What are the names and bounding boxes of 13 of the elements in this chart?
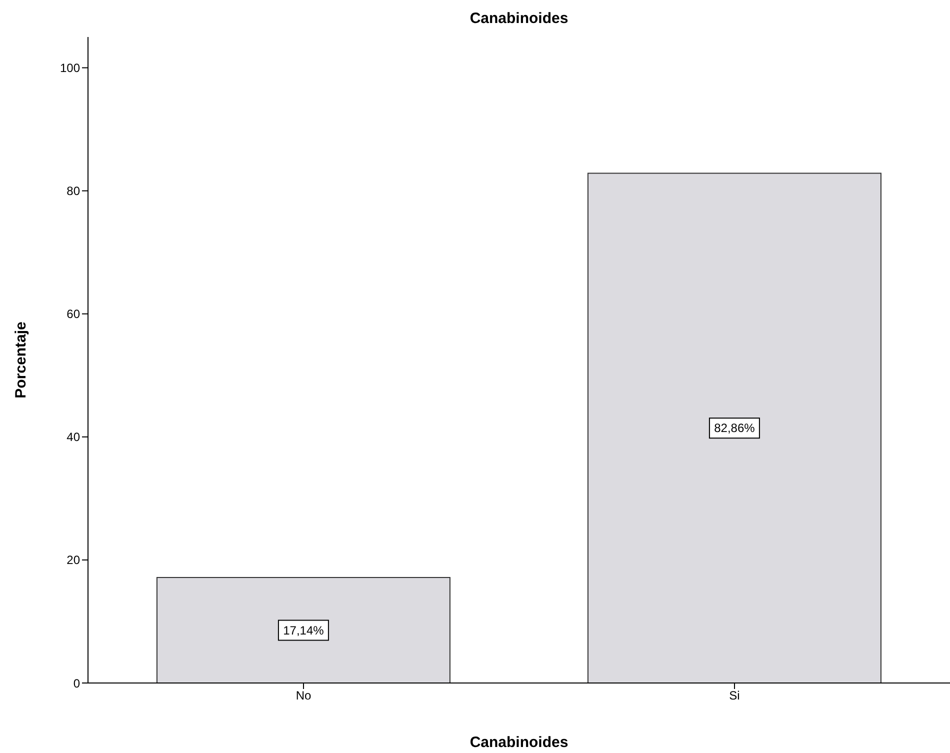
y-tick-label: 40 xyxy=(66,430,80,444)
chart-title: Canabinoides xyxy=(468,10,570,27)
x-tick-label: Si xyxy=(729,688,740,703)
y-tick-label: 80 xyxy=(66,184,80,198)
x-tick-label: No xyxy=(296,688,312,703)
y-tick-label: 20 xyxy=(66,553,80,568)
x-axis-title: Canabinoides xyxy=(470,734,568,751)
y-axis-title: Porcentaje xyxy=(12,322,30,398)
y-tick-label: 60 xyxy=(66,307,80,322)
data-label: 82,86% xyxy=(714,421,756,436)
y-tick-label: 100 xyxy=(60,61,80,76)
y-tick-label: 0 xyxy=(73,676,80,690)
data-label: 17,14% xyxy=(283,623,324,638)
